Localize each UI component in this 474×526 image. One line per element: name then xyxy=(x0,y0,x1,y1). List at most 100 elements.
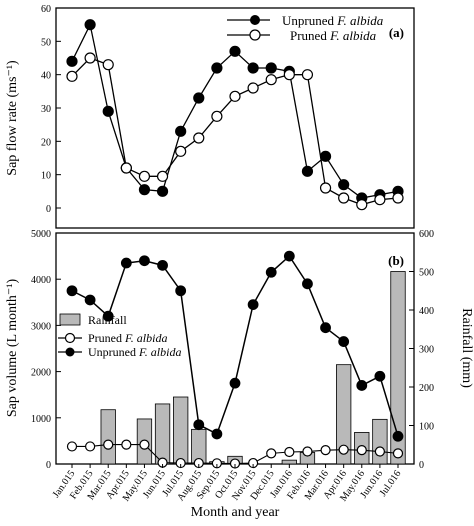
data-point-pruned xyxy=(284,446,295,458)
data-point-unpruned xyxy=(66,285,78,297)
y-tick-label: 1000 xyxy=(31,414,51,425)
data-point-unpruned xyxy=(320,322,331,334)
data-point-pruned xyxy=(85,441,96,452)
legend-pruned-marker xyxy=(249,29,261,41)
data-point-pruned xyxy=(338,192,350,204)
panel-b-left-y-ticks: 0 1000 2000 3000 4000 5000 xyxy=(31,229,61,471)
data-point-unpruned xyxy=(120,257,132,269)
x-axis-ticks: Jan.015Feb.015Mar.015Apr.015May.015Jun.0… xyxy=(51,464,403,504)
data-point-pruned xyxy=(103,439,114,450)
data-point-unpruned xyxy=(301,165,314,177)
data-point-pruned xyxy=(211,110,223,122)
data-point-pruned xyxy=(302,446,313,457)
data-point-pruned xyxy=(374,446,385,457)
legend-pruned-marker-b xyxy=(64,332,76,344)
y-tick-label: 2000 xyxy=(31,368,51,379)
rainfall-bar xyxy=(173,396,189,465)
data-point-unpruned xyxy=(193,419,205,431)
data-point-pruned xyxy=(247,82,259,94)
right-y-tick-label: 0 xyxy=(419,460,424,471)
data-point-unpruned xyxy=(211,428,223,440)
y-tick-label: 60 xyxy=(41,4,51,15)
data-point-unpruned xyxy=(338,179,350,191)
data-point-pruned xyxy=(193,132,205,144)
y-tick-label: 30 xyxy=(41,104,51,115)
data-point-unpruned xyxy=(139,255,150,267)
right-y-tick-label: 300 xyxy=(419,345,434,356)
y-tick-label: 4000 xyxy=(31,275,51,286)
data-point-pruned xyxy=(139,439,150,450)
data-point-pruned xyxy=(265,74,277,86)
data-point-pruned xyxy=(121,439,132,450)
data-point-unpruned xyxy=(374,370,386,382)
right-y-tick-label: 200 xyxy=(419,383,434,394)
legend-rainfall-swatch xyxy=(59,313,81,326)
legend-unpruned-label-b: Unpruned F. albida xyxy=(88,345,181,359)
data-point-pruned xyxy=(356,199,368,211)
y-tick-label: 5000 xyxy=(31,229,51,240)
data-point-unpruned xyxy=(157,259,168,271)
data-point-unpruned xyxy=(302,278,313,290)
rainfall-bar xyxy=(281,459,297,465)
rainfall-bar xyxy=(154,403,171,465)
data-point-unpruned xyxy=(102,310,114,322)
legend-unpruned-marker xyxy=(250,15,260,25)
panel-a-legend: Unpruned F. albida Pruned F. albida xyxy=(227,13,384,43)
data-point-pruned xyxy=(175,145,187,157)
data-point-pruned xyxy=(84,52,96,64)
y-tick-label: 0 xyxy=(46,204,51,215)
panel-a-label: (a) xyxy=(389,25,404,40)
data-point-unpruned xyxy=(211,62,223,74)
data-point-unpruned xyxy=(356,380,368,391)
data-point-unpruned xyxy=(156,185,169,197)
panel-b-ylabel-left: Sap volume (L month⁻¹) xyxy=(5,279,20,418)
data-point-unpruned xyxy=(265,266,277,278)
data-point-unpruned xyxy=(338,336,350,347)
panel-a-ylabel: Sap flow rate (ms⁻¹) xyxy=(5,60,20,176)
data-point-unpruned xyxy=(283,250,295,262)
data-point-unpruned xyxy=(102,105,114,117)
data-point-pruned xyxy=(229,458,241,469)
data-point-unpruned xyxy=(247,299,259,311)
data-point-pruned xyxy=(120,162,132,174)
legend-unpruned-label: Unpruned F. albida xyxy=(282,13,384,28)
data-point-unpruned xyxy=(138,184,151,196)
legend-pruned-label-b: Pruned F. albida xyxy=(88,331,167,345)
y-tick-label: 3000 xyxy=(31,321,51,332)
right-y-tick-label: 600 xyxy=(419,229,434,240)
y-tick-label: 50 xyxy=(41,37,51,48)
right-y-tick-label: 500 xyxy=(419,268,434,279)
data-point-unpruned xyxy=(229,45,241,57)
panel-b-ylabel-right: Rainfall (mm) xyxy=(459,308,474,388)
panel-a-frame xyxy=(55,7,415,229)
series-line-pruned xyxy=(71,57,399,206)
legend-rainfall-label: Rainfall xyxy=(88,313,127,327)
y-tick-label: 20 xyxy=(41,137,51,148)
panel-b: 0 1000 2000 3000 4000 5000 0 100 200 300 400 500 60… xyxy=(5,229,474,504)
data-point-pruned xyxy=(320,445,331,456)
data-point-pruned xyxy=(338,444,349,455)
data-point-pruned xyxy=(392,448,404,459)
data-point-pruned xyxy=(66,70,78,82)
data-point-pruned xyxy=(138,170,151,182)
panel-b-legend: Rainfall Pruned F. albida Unpruned F. al… xyxy=(58,313,181,359)
x-axis-label: Month and year xyxy=(191,505,280,520)
data-point-pruned xyxy=(66,441,78,452)
data-point-unpruned xyxy=(229,377,241,389)
y-tick-label: 40 xyxy=(41,71,51,82)
data-point-unpruned xyxy=(193,92,205,104)
panel-b-series xyxy=(66,250,404,469)
legend-unpruned-marker-b xyxy=(65,347,75,357)
data-point-unpruned xyxy=(265,62,277,74)
data-point-pruned xyxy=(301,69,314,81)
data-point-unpruned xyxy=(319,150,332,162)
data-point-pruned xyxy=(156,170,169,182)
data-point-pruned xyxy=(266,448,277,459)
data-point-unpruned xyxy=(175,285,187,297)
legend-pruned-label: Pruned F. albida xyxy=(290,28,377,43)
data-point-pruned xyxy=(283,69,295,81)
data-point-unpruned xyxy=(66,55,78,67)
panel-a: 0 10 20 30 40 50 60 (a) Sap flow rate (ms⁻¹) U… xyxy=(5,4,415,229)
right-y-tick-label: 100 xyxy=(419,422,434,433)
